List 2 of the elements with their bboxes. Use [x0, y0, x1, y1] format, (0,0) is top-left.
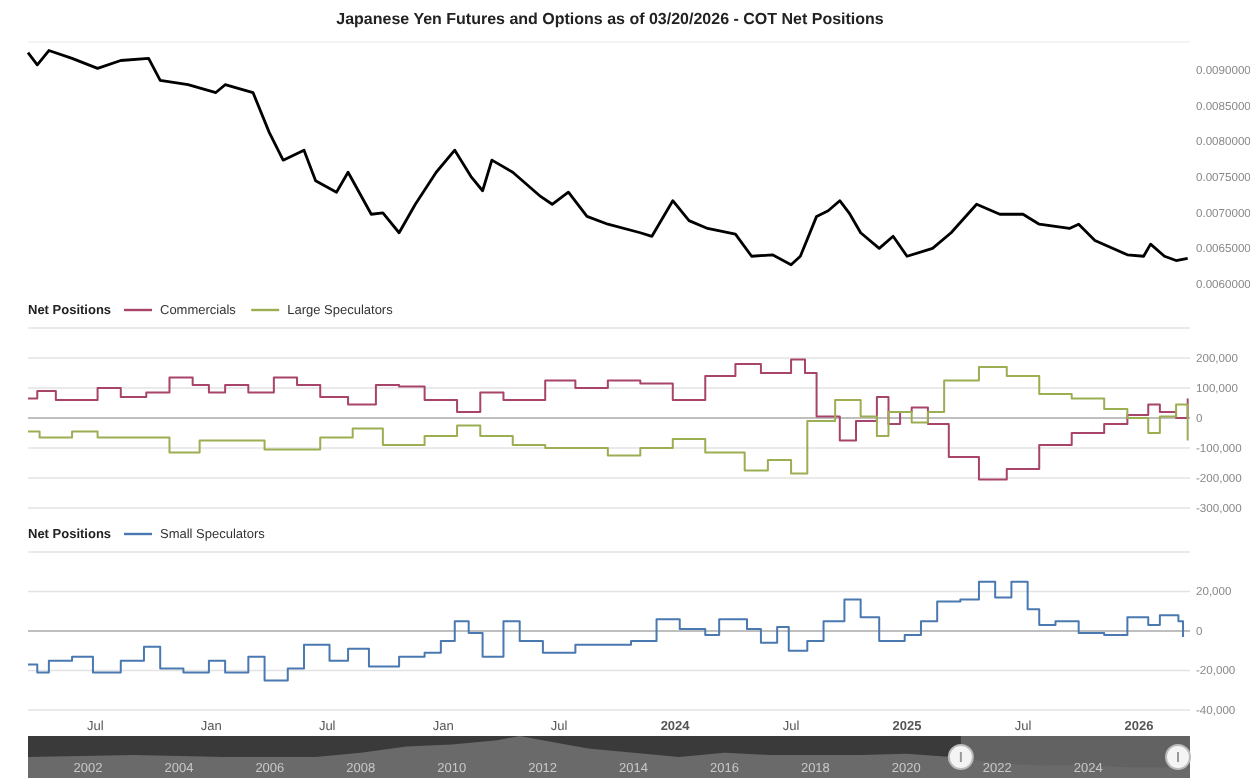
chart-title: Japanese Yen Futures and Options as of 03/20/2026 - COT Net Positions [336, 10, 885, 28]
line-series [26, 49, 1190, 267]
